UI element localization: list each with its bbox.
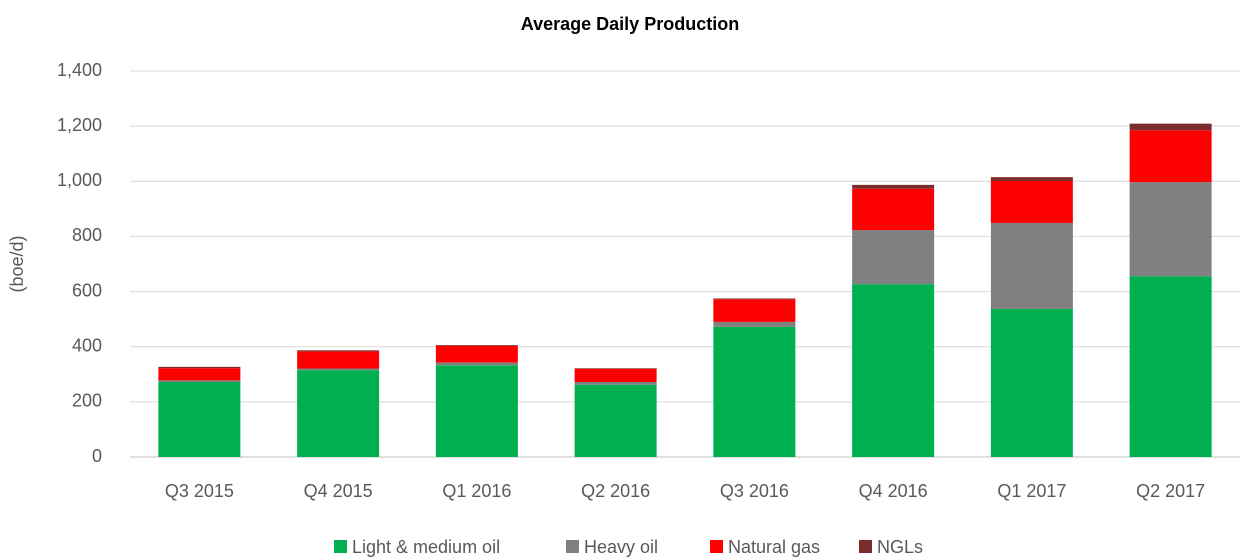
y-tick-label: 800	[72, 225, 102, 245]
bar-segment	[990, 177, 1073, 182]
legend-label: Natural gas	[728, 537, 820, 557]
y-tick-label: 1,000	[57, 170, 102, 190]
legend-swatch	[334, 540, 347, 553]
y-tick-label: 400	[72, 335, 102, 355]
bar-segment	[574, 368, 657, 369]
bar-segment	[435, 345, 518, 346]
x-tick-label: Q1 2016	[442, 481, 511, 501]
x-tick-label: Q2 2016	[581, 481, 650, 501]
bar-segment	[852, 188, 935, 231]
bar-segment	[852, 184, 935, 189]
chart-title: Average Daily Production	[521, 14, 739, 34]
bar-segment	[713, 321, 796, 327]
legend-label: Light & medium oil	[352, 537, 500, 557]
x-tick-label: Q2 2017	[1136, 481, 1205, 501]
bar-segment	[574, 382, 657, 385]
bar-segment	[158, 380, 241, 383]
bar-segment	[713, 299, 796, 322]
bar-segment	[1129, 276, 1212, 457]
bar-segment	[574, 384, 657, 457]
bar-segment	[158, 382, 241, 457]
bar-segment	[1129, 130, 1212, 183]
x-tick-label: Q1 2017	[997, 481, 1066, 501]
bar-segment	[158, 368, 241, 381]
y-tick-label: 600	[72, 280, 102, 300]
x-tick-label: Q3 2016	[720, 481, 789, 501]
y-tick-label: 1,200	[57, 115, 102, 135]
bar-segment	[990, 308, 1073, 457]
x-tick-label: Q3 2015	[165, 481, 234, 501]
legend-label: NGLs	[877, 537, 923, 557]
bar-segment	[713, 298, 796, 300]
bar-segment	[852, 284, 935, 457]
legend-swatch	[859, 540, 872, 553]
legend-swatch	[710, 540, 723, 553]
legend-swatch	[566, 540, 579, 553]
y-axis-label: (boe/d)	[7, 235, 27, 292]
bar-segment	[158, 366, 241, 369]
bar-segment	[435, 365, 518, 457]
bar-segment	[297, 370, 380, 457]
bar-segment	[574, 368, 657, 383]
bar-segment	[990, 181, 1073, 223]
x-tick-label: Q4 2016	[859, 481, 928, 501]
bar-segment	[990, 222, 1073, 309]
y-tick-label: 1,400	[57, 60, 102, 80]
bar-segment	[1129, 123, 1212, 131]
x-tick-label: Q4 2015	[304, 481, 373, 501]
bar-segment	[297, 350, 380, 352]
legend-label: Heavy oil	[584, 537, 658, 557]
bar-segment	[1129, 182, 1212, 277]
bar-segment	[852, 230, 935, 285]
bar-segment	[297, 351, 380, 369]
y-tick-label: 0	[92, 446, 102, 466]
bar-segment	[297, 368, 380, 371]
bar-segment	[435, 362, 518, 366]
y-tick-label: 200	[72, 391, 102, 411]
bar-segment	[713, 326, 796, 457]
bar-segment	[435, 345, 518, 363]
